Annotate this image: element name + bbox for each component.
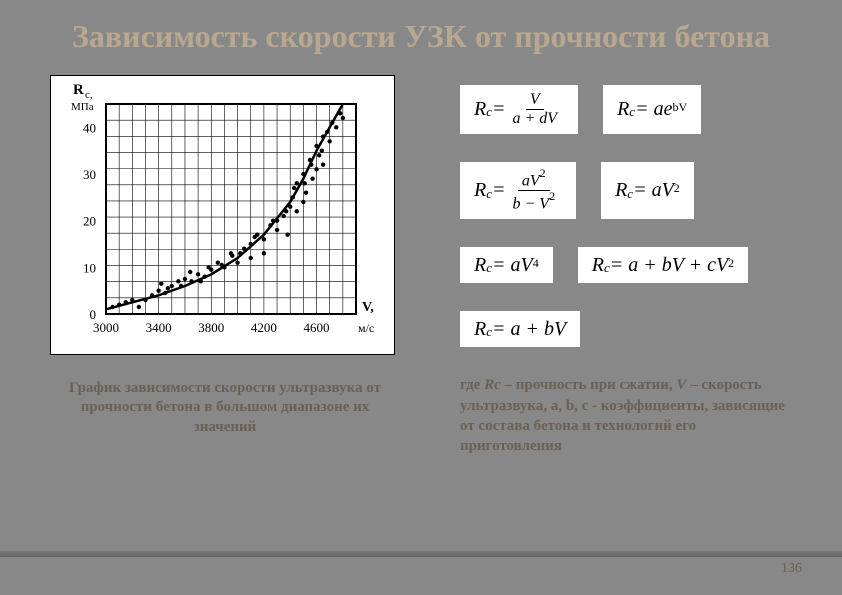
svg-text:10: 10 <box>83 260 96 275</box>
formula-2: Rc = aebV <box>603 85 701 134</box>
formula-row-4: Rc = a + bV <box>460 311 792 347</box>
svg-text:V,: V, <box>362 300 374 315</box>
svg-text:3400: 3400 <box>146 320 172 335</box>
svg-text:30: 30 <box>83 167 96 182</box>
svg-text:МПа: МПа <box>71 101 94 113</box>
svg-text:40: 40 <box>83 120 96 135</box>
formula-3: Rc = aV2b − V2 <box>460 162 576 220</box>
svg-text:20: 20 <box>83 213 96 228</box>
chart-panel: 01020304030003400380042004600Rс,МПаV,м/с <box>50 75 395 355</box>
content-area: 01020304030003400380042004600Rс,МПаV,м/с… <box>0 65 842 457</box>
chart-caption: График зависимости скорости ультразвука … <box>50 379 400 438</box>
svg-text:м/с: м/с <box>358 321 374 335</box>
svg-text:3800: 3800 <box>198 320 224 335</box>
svg-text:с,: с, <box>85 89 93 101</box>
svg-text:4600: 4600 <box>304 320 330 335</box>
formula-row-1: Rc = Va + dV Rc = aebV <box>460 85 792 134</box>
svg-text:R: R <box>73 82 84 98</box>
formula-1: Rc = Va + dV <box>460 85 578 134</box>
formula-7: Rc = a + bV <box>460 311 580 347</box>
page-title: Зависимость скорости УЗК от прочности бе… <box>0 0 842 65</box>
footer-bar <box>0 551 842 557</box>
formula-6: Rc = a + bV + cV2 <box>578 247 748 283</box>
formula-5: Rc = aV4 <box>460 247 553 283</box>
svg-text:3000: 3000 <box>93 320 119 335</box>
page-number: 136 <box>781 561 802 577</box>
legend-text: где Rc – прочность при сжатии, V – скоро… <box>460 375 792 456</box>
formula-row-2: Rc = aV2b − V2 Rc = aV2 <box>460 162 792 220</box>
formula-row-3: Rc = aV4 Rc = a + bV + cV2 <box>460 247 792 283</box>
left-column: 01020304030003400380042004600Rс,МПаV,м/с… <box>50 75 400 457</box>
svg-text:4200: 4200 <box>251 320 277 335</box>
formula-4: Rc = aV2 <box>601 162 694 220</box>
right-column: Rc = Va + dV Rc = aebV Rc = aV2b − V2 Rc… <box>460 75 792 457</box>
chart-svg: 01020304030003400380042004600Rс,МПаV,м/с <box>51 76 396 356</box>
